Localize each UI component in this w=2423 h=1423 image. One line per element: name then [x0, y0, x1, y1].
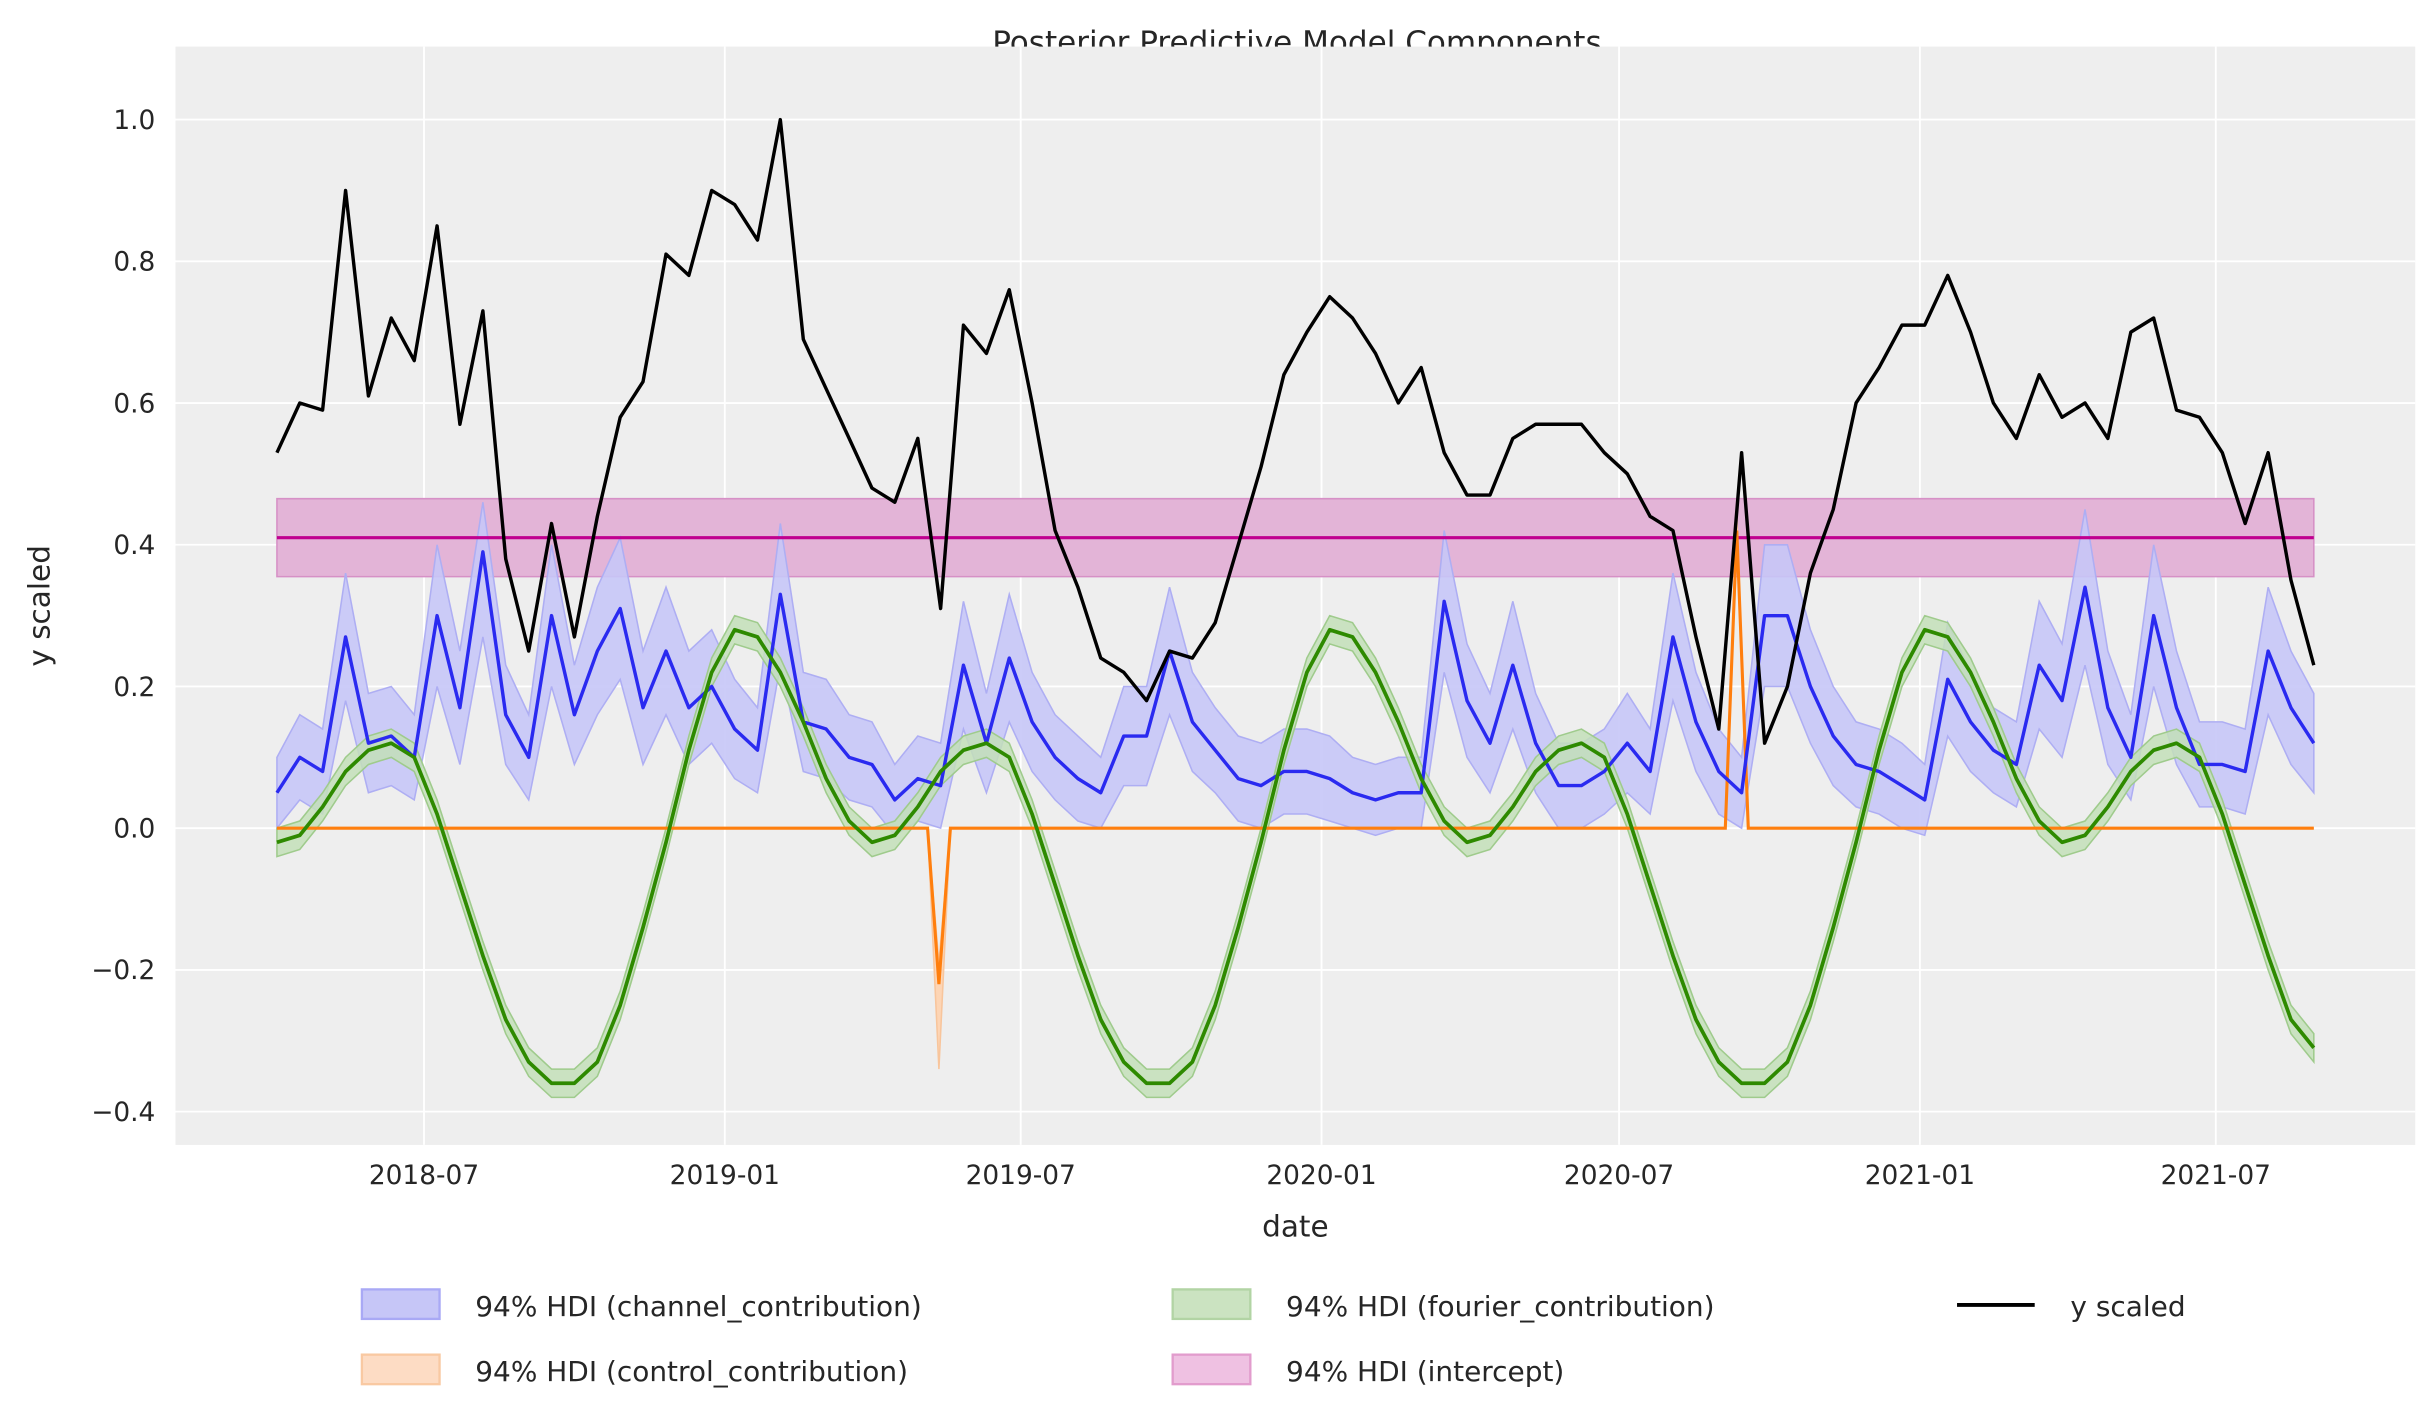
control-line: [276, 530, 2314, 985]
legend-swatch: [360, 1353, 441, 1386]
y-tick-label: 0.6: [113, 388, 155, 419]
y-tick-label: −0.4: [91, 1097, 155, 1128]
legend: 94% HDI (channel_contribution) 94% HDI (c…: [360, 1288, 2186, 1388]
y-tick-label: 0.2: [113, 672, 155, 703]
x-tick-label: 2020-01: [1266, 1160, 1376, 1191]
y-tick-label: 0.8: [113, 247, 155, 278]
x-tick-label: 2020-07: [1564, 1160, 1674, 1191]
legend-item: 94% HDI (fourier_contribution): [1171, 1288, 1715, 1323]
legend-item: 94% HDI (control_contribution): [360, 1353, 908, 1388]
y-tick-label: −0.2: [91, 955, 155, 986]
x-tick-label: 2019-07: [966, 1160, 1076, 1191]
plot-marks: [275, 117, 2316, 1099]
y-tick-label: 0.4: [113, 530, 155, 561]
legend-item: y scaled: [1957, 1290, 2186, 1323]
x-tick-label: 2018-07: [369, 1160, 479, 1191]
legend-label: 94% HDI (control_contribution): [475, 1355, 908, 1388]
channel-line: [275, 550, 2316, 802]
y-tick-label: 0.0: [113, 814, 155, 845]
x-axis-label: date: [1262, 1210, 1329, 1244]
fourier-line: [276, 627, 2316, 1086]
legend-swatch: [360, 1288, 441, 1321]
y-axis-label: y scaled: [23, 545, 57, 667]
axis-ticks: −0.4 −0.2 0.0 0.2 0.4 0.6 0.8 1.0 2018-07 2019-01…: [91, 105, 2271, 1191]
legend-label: y scaled: [2070, 1290, 2185, 1323]
x-tick-label: 2019-01: [670, 1160, 780, 1191]
x-tick-label: 2021-01: [1865, 1160, 1975, 1191]
legend-swatch: [1171, 1353, 1252, 1386]
y-scaled-line: [275, 117, 2316, 745]
legend-label: 94% HDI (intercept): [1286, 1355, 1564, 1388]
legend-swatch: [1171, 1288, 1252, 1321]
x-tick-label: 2021-07: [2161, 1160, 2271, 1191]
y-tick-label: 1.0: [113, 105, 155, 136]
channel-hdi-band: [276, 502, 2315, 837]
legend-label: 94% HDI (fourier_contribution): [1286, 1290, 1714, 1323]
legend-label: 94% HDI (channel_contribution): [475, 1290, 921, 1323]
legend-item: 94% HDI (channel_contribution): [360, 1288, 922, 1323]
legend-item: 94% HDI (intercept): [1171, 1353, 1564, 1388]
